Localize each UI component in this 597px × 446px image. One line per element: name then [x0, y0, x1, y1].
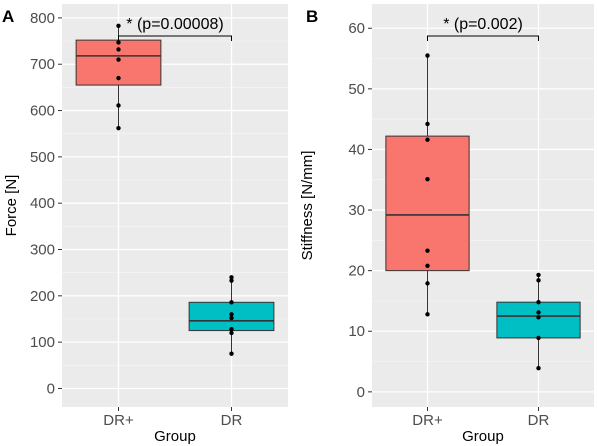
data-point: [229, 278, 234, 283]
data-point: [116, 103, 121, 108]
data-point: [229, 300, 234, 305]
data-point: [116, 75, 121, 81]
y-tick-label: 50: [348, 81, 365, 98]
y-tick-label: 800: [30, 10, 55, 27]
panel-letter: B: [306, 7, 318, 26]
data-point: [425, 176, 430, 182]
y-tick-label: 700: [30, 56, 55, 73]
significance-bracket: [118, 35, 232, 41]
y-tick-label: 30: [348, 202, 365, 219]
data-point: [229, 315, 234, 321]
data-point: [425, 137, 430, 142]
data-point: [229, 326, 234, 332]
data-point: [536, 335, 541, 341]
data-point: [229, 312, 234, 317]
y-tick-label: 600: [30, 103, 55, 120]
x-tick-label: DR+: [103, 412, 134, 429]
data-point: [229, 351, 234, 356]
y-tick-label: 0: [357, 384, 365, 401]
data-point: [116, 40, 121, 45]
data-point: [536, 278, 541, 283]
significance-label: * (p=0.00008): [126, 16, 223, 33]
data-point: [425, 312, 430, 317]
x-axis-title: Group: [154, 428, 196, 445]
y-axis-title: Stiffness [N/mm]: [299, 151, 316, 261]
y-axis-title: Force [N]: [3, 175, 20, 237]
data-point: [425, 121, 430, 127]
data-point: [229, 275, 234, 280]
data-point: [536, 366, 541, 371]
data-point: [536, 310, 541, 315]
data-point: [425, 281, 430, 286]
box-dr-plus: [385, 135, 470, 272]
data-point: [116, 23, 121, 28]
panel-b: 0 10 20 30 40 50 60 DR+ DR * (p=0.002) Stiffness […: [299, 4, 594, 445]
data-point: [536, 272, 541, 278]
x-axis-title: Group: [462, 428, 504, 445]
data-point: [229, 330, 234, 336]
y-tick-label: 400: [30, 195, 55, 212]
x-tick-label: DR: [528, 412, 550, 429]
data-point: [425, 53, 430, 58]
significance-bracket: [427, 35, 539, 41]
y-tick-label: 10: [348, 323, 365, 340]
y-tick-label: 60: [348, 20, 365, 37]
x-tick-label: DR: [221, 412, 243, 429]
data-point: [536, 299, 541, 305]
y-tick-label: 300: [30, 242, 55, 259]
data-point: [116, 125, 121, 131]
panel-a: 0 100 200 300 400 500 600 700 800 DR+ DR * (p=0.000…: [2, 4, 288, 445]
y-tick-label: 100: [30, 334, 55, 351]
data-point: [425, 248, 430, 253]
x-tick-label: DR+: [412, 412, 443, 429]
panel-letter: A: [2, 7, 14, 26]
y-tick-label: 0: [47, 380, 55, 397]
y-tick-label: 40: [348, 141, 365, 158]
data-point: [536, 315, 541, 320]
y-tick-label: 500: [30, 149, 55, 166]
data-point: [116, 57, 121, 62]
significance-label: * (p=0.002): [443, 16, 523, 33]
box-dr: [496, 301, 581, 339]
data-point: [425, 263, 430, 268]
y-tick-label: 20: [348, 263, 365, 280]
y-tick-label: 200: [30, 288, 55, 305]
data-point: [116, 47, 121, 52]
